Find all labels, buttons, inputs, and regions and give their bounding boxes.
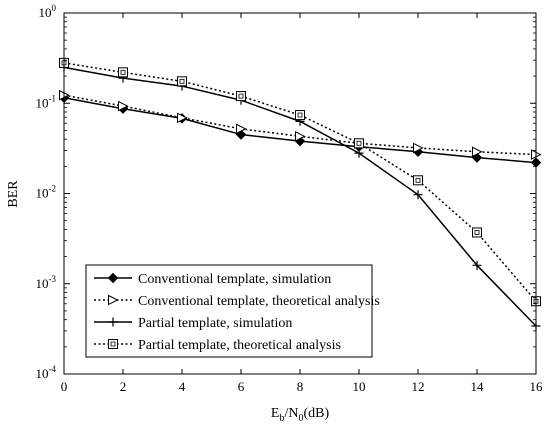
y-tick-label: 10-2 xyxy=(36,184,57,201)
x-tick-label: 10 xyxy=(353,379,366,394)
data-point xyxy=(119,68,128,77)
legend-label: Partial template, theoretical analysis xyxy=(138,338,341,353)
x-tick-label: 16 xyxy=(530,379,544,394)
data-point xyxy=(414,176,423,185)
data-point xyxy=(296,111,305,120)
y-tick-label: 10-1 xyxy=(36,93,57,110)
series-1 xyxy=(60,93,541,167)
data-point xyxy=(355,139,364,148)
x-tick-label: 8 xyxy=(297,379,304,394)
x-tick-label: 4 xyxy=(179,379,186,394)
x-axis-label: Eb/N0(dB) xyxy=(271,406,330,424)
data-point xyxy=(178,77,187,86)
legend-label: Conventional template, simulation xyxy=(138,272,331,287)
legend-label: Partial template, simulation xyxy=(138,316,292,331)
x-tick-label: 14 xyxy=(471,379,485,394)
series-line xyxy=(64,98,536,163)
y-tick-label: 10-4 xyxy=(36,364,57,381)
x-tick-label: 0 xyxy=(61,379,68,394)
y-tick-label: 100 xyxy=(39,3,57,20)
legend-label: Conventional template, theoretical analy… xyxy=(138,294,380,309)
data-point xyxy=(237,92,246,101)
data-point xyxy=(473,228,482,237)
y-axis-label: BER xyxy=(6,180,21,208)
x-tick-label: 12 xyxy=(412,379,425,394)
legend-marker xyxy=(109,340,118,349)
legend: Conventional template, simulation Convent… xyxy=(86,265,380,357)
y-tick-label: 10-3 xyxy=(36,274,57,291)
x-tick-label: 6 xyxy=(238,379,245,394)
x-tick-label: 2 xyxy=(120,379,127,394)
data-point xyxy=(355,149,364,158)
